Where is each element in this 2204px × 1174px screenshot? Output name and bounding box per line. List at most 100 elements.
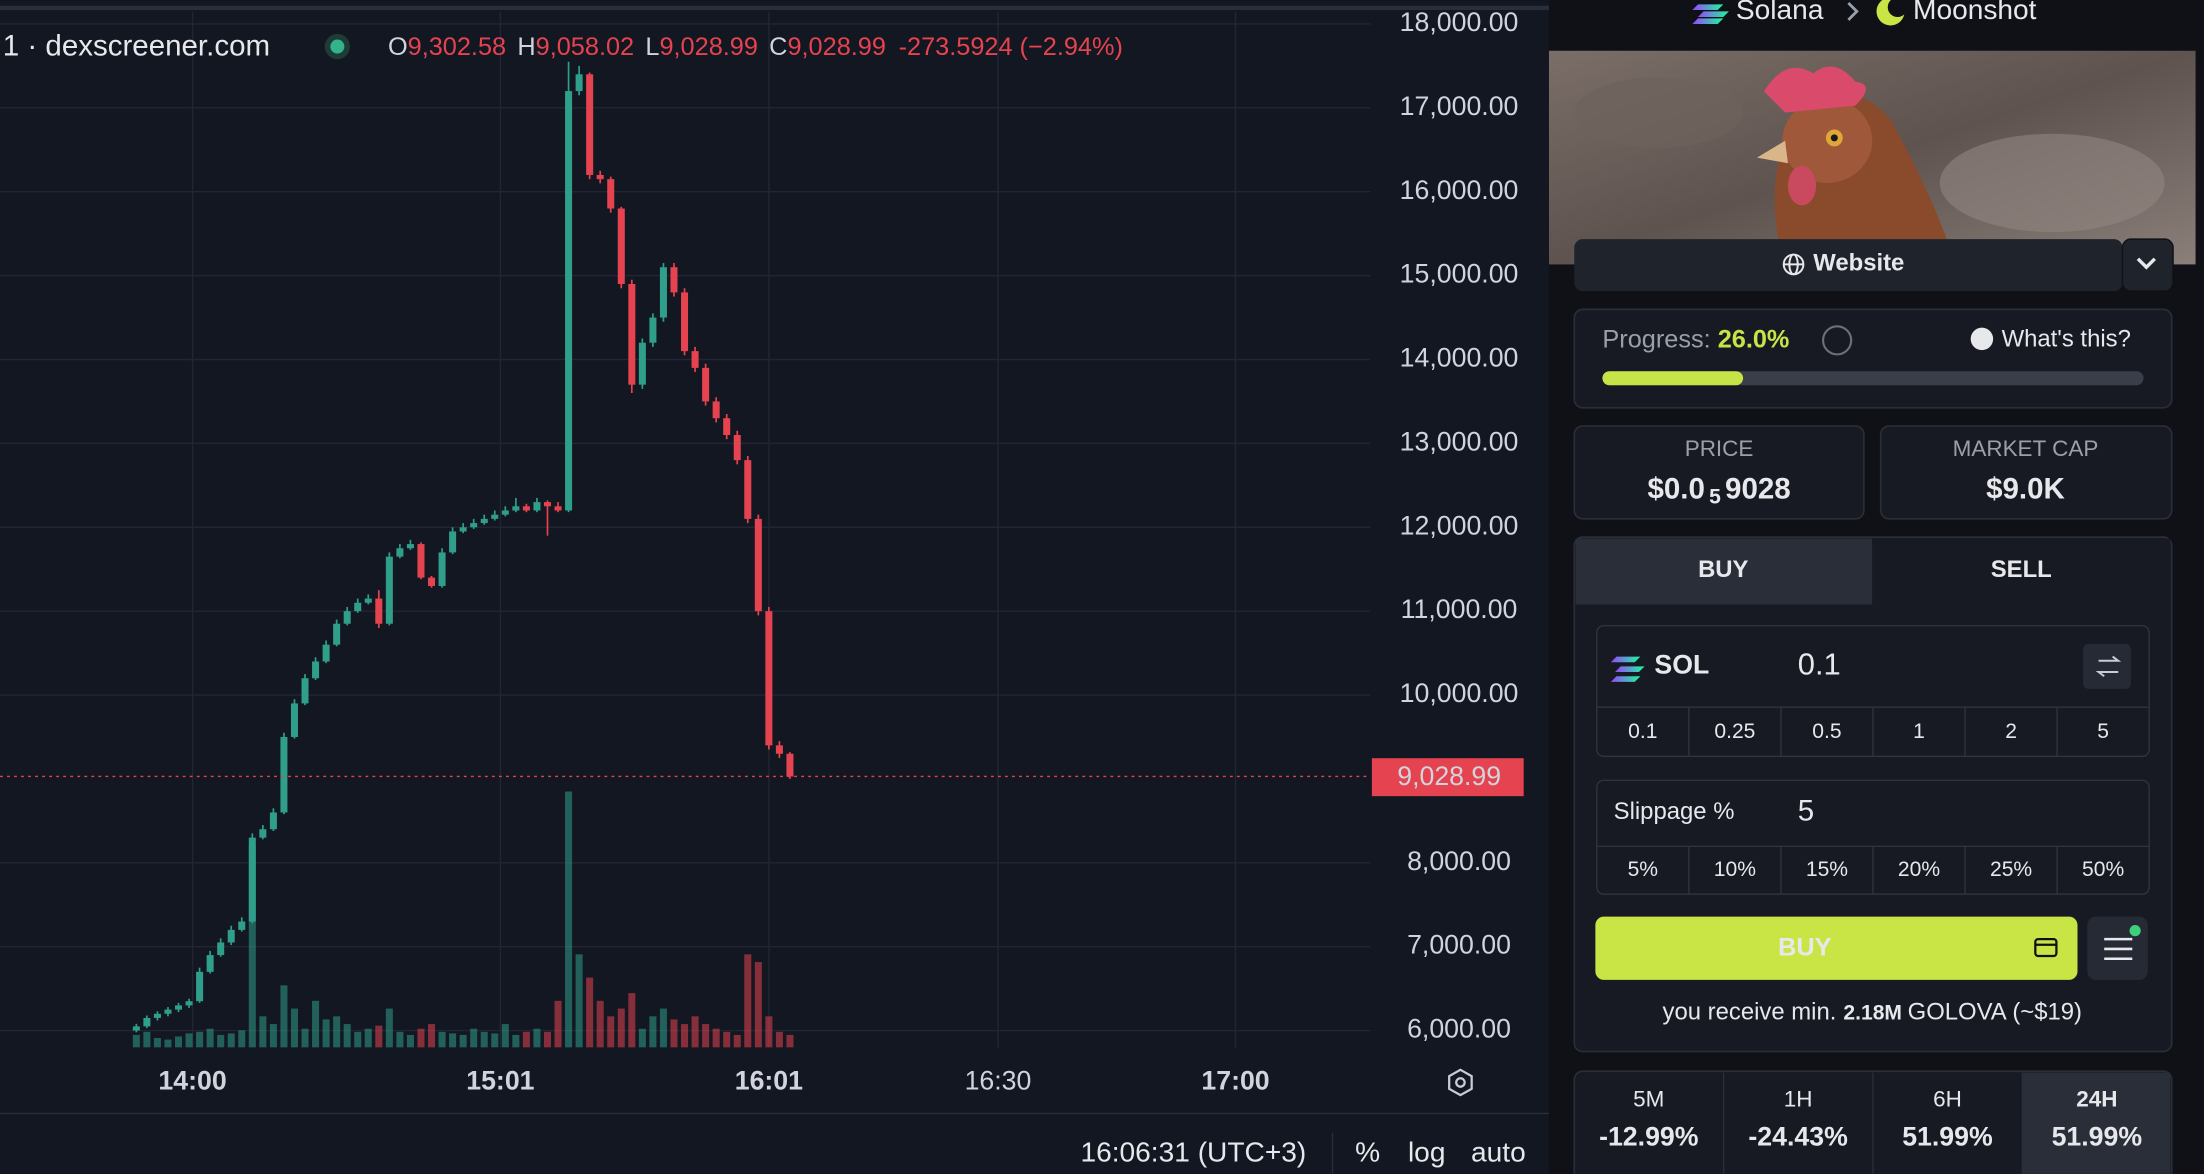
ohlc-key: L [645, 33, 659, 61]
volume-bar [649, 1016, 657, 1048]
volume-bar [322, 1019, 330, 1048]
candle-body [733, 434, 741, 461]
volume-bar [301, 1028, 309, 1048]
timeframe-change[interactable]: 51.99% [1902, 1122, 1993, 1152]
candle-body [269, 812, 277, 830]
volume-bar [143, 1031, 151, 1048]
y-tick-label: 6,000.00 [1407, 1014, 1511, 1044]
candle-body [301, 678, 309, 704]
y-tick-label: 16,000.00 [1400, 175, 1519, 205]
ohlc-value: 9,302.58 [408, 33, 506, 61]
market-cap-value: $9.0K [1986, 473, 2065, 506]
volume-bar [765, 1016, 773, 1048]
timeframe-label[interactable]: 5M [1633, 1087, 1664, 1112]
website-button[interactable] [1574, 239, 2123, 292]
slippage-preset[interactable]: 25% [1990, 858, 2032, 881]
receive-token: GOLOVA [1908, 999, 2007, 1026]
scale-option[interactable]: % [1355, 1137, 1380, 1168]
ohlc-key: H [517, 33, 535, 61]
change: -273.5924 (−2.94%) [899, 33, 1123, 61]
amount-preset[interactable]: 1 [1913, 720, 1925, 743]
market-cap-card [1879, 425, 2173, 520]
volume-bar [575, 954, 583, 1048]
candle-body [143, 1017, 151, 1027]
slippage-preset[interactable]: 15% [1806, 858, 1848, 881]
sell-tab-label[interactable]: SELL [1991, 556, 2052, 583]
timeframe-label[interactable]: 24H [2076, 1087, 2117, 1112]
chevron-icon [2136, 257, 2156, 270]
volume-bar [343, 1024, 351, 1048]
x-tick-label: 16:30 [965, 1066, 1032, 1096]
status-dot-core [330, 39, 345, 54]
breadcrumb-chain[interactable]: Solana [1736, 0, 1824, 25]
website-label[interactable]: Website [1813, 250, 1904, 277]
slippage-label: Slippage % [1614, 798, 1735, 825]
solana-icon [1692, 18, 1724, 25]
candle-body [396, 548, 404, 557]
candle-body [702, 367, 710, 402]
candle-body [765, 611, 773, 746]
buy-button[interactable] [1595, 916, 2078, 980]
timeframe-change[interactable]: -12.99% [1599, 1122, 1699, 1152]
slippage-preset[interactable]: 5% [1628, 858, 1658, 881]
ohlc-key: C [769, 33, 787, 61]
amount-preset[interactable]: 0.25 [1714, 720, 1755, 743]
volume-bar [480, 1031, 488, 1048]
scale-option[interactable]: log [1408, 1137, 1446, 1168]
sell-tab[interactable] [1872, 538, 2171, 605]
volume-bar [522, 1031, 530, 1048]
candle-body [375, 598, 383, 624]
y-tick-label: 18,000.00 [1400, 7, 1519, 37]
buy-tab-label[interactable]: BUY [1698, 556, 1748, 583]
timeframe-change[interactable]: 51.99% [2052, 1122, 2143, 1152]
volume-bar [206, 1028, 214, 1048]
volume-bar [375, 1025, 383, 1048]
volume-bar [702, 1024, 710, 1048]
timeframe-change[interactable]: -24.43% [1748, 1122, 1848, 1152]
settings-indicator [2129, 925, 2141, 937]
price-prefix: $0.0 [1647, 473, 1704, 506]
slippage-input[interactable]: 5 [1798, 794, 1814, 827]
receive-text: you receive min. 2.18M GOLOVA (~$19) [1663, 999, 2082, 1026]
buy-button-label[interactable]: BUY [1778, 934, 1832, 962]
amount-preset[interactable]: 5 [2097, 720, 2109, 743]
volume-bar [617, 1008, 625, 1048]
slippage-preset[interactable]: 10% [1714, 858, 1756, 881]
slippage-preset[interactable]: 50% [2082, 858, 2124, 881]
amount-input[interactable]: 0.1 [1798, 647, 1841, 682]
ohlc-key: O [388, 33, 408, 61]
timeframe-label[interactable]: 6H [1933, 1087, 1962, 1112]
swap-button[interactable] [2083, 643, 2131, 689]
help-link[interactable]: What's this? [2002, 326, 2131, 353]
y-tick-label: 14,000.00 [1400, 343, 1519, 373]
volume-bar [628, 993, 636, 1048]
wallet-icon [2034, 937, 2058, 958]
candle-body [723, 418, 731, 435]
amount-preset[interactable]: 0.1 [1628, 720, 1657, 743]
volume-bar [459, 1034, 467, 1048]
candle-body [153, 1013, 161, 1018]
amount-preset[interactable]: 2 [2005, 720, 2017, 743]
breadcrumb-platform[interactable]: Moonshot [1913, 0, 2037, 25]
candle-body [385, 556, 393, 624]
x-tick-label: 15:01 [466, 1066, 534, 1096]
volume-bar [269, 1024, 277, 1048]
volume-bar [227, 1033, 235, 1048]
slippage-preset[interactable]: 20% [1898, 858, 1940, 881]
volume-bar [406, 1034, 414, 1048]
scale-option[interactable]: auto [1471, 1137, 1526, 1168]
x-tick-label: 14:00 [158, 1066, 226, 1096]
candle-body [227, 929, 235, 943]
candle-body [217, 942, 225, 956]
settings-gear[interactable] [1448, 1068, 1473, 1097]
volume-bar [586, 977, 594, 1048]
amount-preset[interactable]: 0.5 [1812, 720, 1841, 743]
volume-bar [449, 1033, 457, 1048]
y-tick-label: 11,000.00 [1401, 594, 1518, 624]
help-icon [1970, 327, 1994, 351]
sol-icon [1615, 666, 1645, 673]
timeframe-label[interactable]: 1H [1784, 1087, 1813, 1112]
buy-tab[interactable] [1575, 538, 1873, 605]
amount-token: SOL [1654, 649, 1709, 679]
